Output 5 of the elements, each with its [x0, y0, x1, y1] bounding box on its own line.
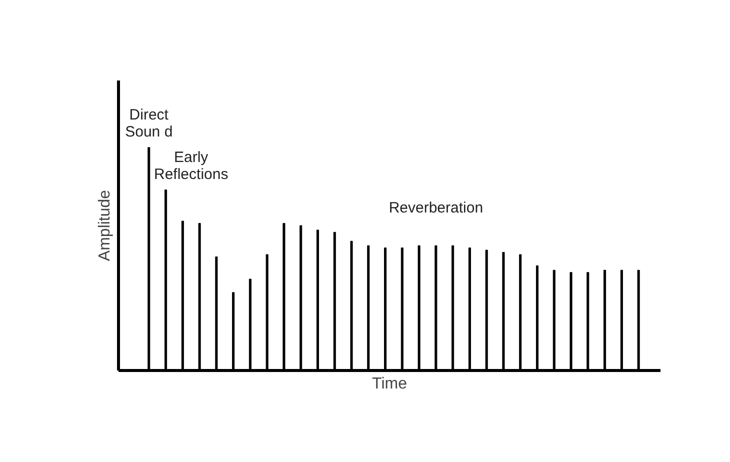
- annotation: Reverberation: [388, 200, 484, 217]
- text: Direct Soun d: [125, 106, 173, 141]
- annotation: Early Reflections: [154, 149, 228, 184]
- x-axis-title: Time: [372, 376, 408, 392]
- y-axis-title: Amplitude: [96, 190, 114, 262]
